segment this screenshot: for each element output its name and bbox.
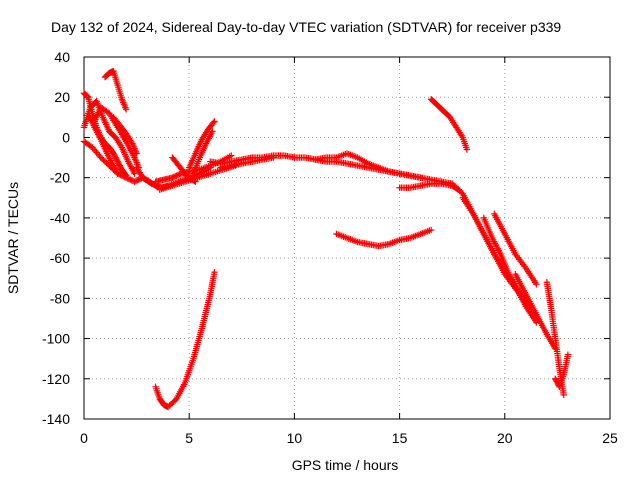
series-arc-early-peak xyxy=(101,67,130,113)
data-point xyxy=(134,177,141,184)
data-point xyxy=(211,268,218,276)
data-series xyxy=(80,67,572,411)
series-arc-r xyxy=(491,210,540,288)
series-arc-k xyxy=(312,156,424,181)
x-tick-label: 10 xyxy=(287,430,303,446)
x-tick-label: 5 xyxy=(185,430,193,446)
series-arc-v xyxy=(152,268,218,411)
y-axis-label: SDTVAR / TECUs xyxy=(5,182,21,294)
y-tick-label: -80 xyxy=(50,290,70,306)
y-tick-label: 0 xyxy=(62,129,70,145)
x-tick-label: 0 xyxy=(80,430,88,446)
data-point xyxy=(427,226,435,234)
data-point xyxy=(118,172,126,179)
data-point xyxy=(83,92,91,100)
data-point xyxy=(169,174,176,181)
data-point xyxy=(135,176,142,183)
data-point xyxy=(174,171,182,179)
series-arc-f xyxy=(186,118,218,171)
y-tick-label: -120 xyxy=(42,371,70,387)
data-point xyxy=(417,174,424,181)
x-tick-label: 20 xyxy=(497,430,513,446)
series-arc-n xyxy=(427,96,471,153)
plot-frame xyxy=(83,56,611,420)
y-tick-label: 20 xyxy=(54,89,70,105)
data-point xyxy=(449,180,456,187)
y-tick-label: -40 xyxy=(50,210,70,226)
data-point xyxy=(170,173,177,181)
data-point xyxy=(117,171,124,179)
series-arc-b1 xyxy=(85,110,121,177)
y-tick-label: -140 xyxy=(42,411,70,427)
data-point xyxy=(453,184,460,192)
series-arc-q xyxy=(480,214,540,326)
series-arc-e xyxy=(169,154,199,185)
data-point xyxy=(458,189,465,196)
y-tick-label: -20 xyxy=(50,170,70,186)
data-point xyxy=(171,173,179,180)
data-point xyxy=(564,351,572,358)
series-arc-l xyxy=(333,226,435,250)
data-point xyxy=(114,170,121,177)
data-point xyxy=(125,175,133,183)
data-point xyxy=(192,178,199,185)
data-point xyxy=(132,177,140,185)
data-point xyxy=(191,177,198,185)
data-point xyxy=(131,178,138,185)
data-point xyxy=(131,170,138,177)
x-tick-label: 15 xyxy=(392,430,408,446)
series-arc-g xyxy=(190,128,216,177)
data-point xyxy=(128,177,135,184)
data-point xyxy=(455,186,462,193)
data-point xyxy=(228,152,235,159)
chart-title: Day 132 of 2024, Sidereal Day-to-day VTE… xyxy=(51,19,561,35)
data-point xyxy=(452,183,459,190)
data-point xyxy=(463,146,471,153)
series-arc-i xyxy=(217,154,277,171)
axis-ticks: 0 5 10 15 20 25 -140 -120 -100 -80 -60 -40 -20 0 20 40 xyxy=(42,49,618,446)
data-point xyxy=(450,181,457,189)
data-point xyxy=(533,281,540,288)
data-point xyxy=(120,173,127,180)
data-point xyxy=(124,175,131,182)
data-point xyxy=(560,391,567,399)
data-point xyxy=(210,119,217,126)
series-arc-u xyxy=(552,351,572,391)
x-axis-label: GPS time / hours xyxy=(292,457,399,473)
data-point xyxy=(122,106,130,113)
y-tick-label: -60 xyxy=(50,250,70,266)
data-point xyxy=(176,171,183,178)
y-tick-label: 40 xyxy=(54,49,70,65)
data-point xyxy=(211,118,218,125)
data-point xyxy=(173,172,180,179)
data-point xyxy=(121,173,128,181)
data-point xyxy=(127,176,134,183)
data-point xyxy=(113,169,121,176)
data-point xyxy=(456,187,463,195)
data-point xyxy=(133,150,140,157)
data-point xyxy=(122,174,130,181)
data-point xyxy=(270,154,277,161)
y-tick-label: -100 xyxy=(42,331,70,347)
series-arc-s xyxy=(512,271,559,352)
data-point xyxy=(209,128,216,135)
x-tick-label: 25 xyxy=(602,430,618,446)
series-arc-b2 xyxy=(110,114,140,157)
